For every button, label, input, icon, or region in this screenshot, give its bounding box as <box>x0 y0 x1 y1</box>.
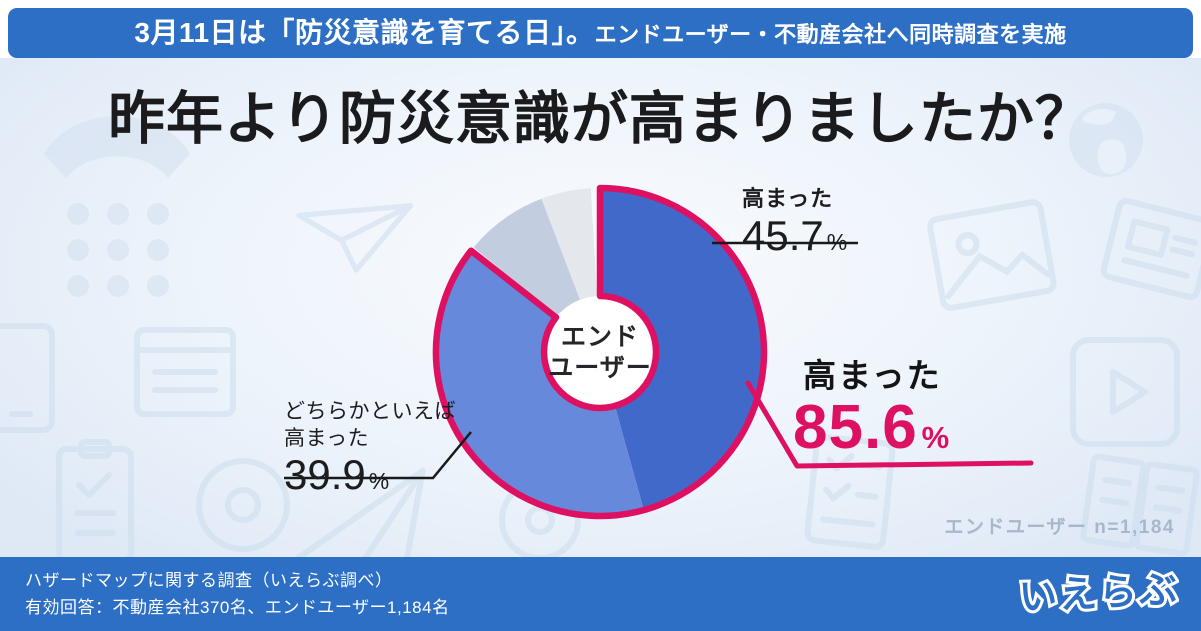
pie-segment-3 <box>541 188 597 300</box>
label-dochiraka-39-value: 39.9% <box>284 450 390 498</box>
donut-hole <box>542 294 658 410</box>
bg-browser-icon <box>134 327 236 417</box>
percent-sign: % <box>368 467 390 494</box>
percent-sign: % <box>826 229 848 255</box>
banner-main-text: 3月11日は「防災意識を育てる日」。 <box>134 17 595 48</box>
banner-sub-text: エンドユーザー・不動産会社へ同時調査を実施 <box>594 22 1067 47</box>
footer-line1: ハザードマップに関する調査（いえらぶ調べ） <box>25 570 393 590</box>
bg-phone-icon <box>44 116 190 297</box>
sample-size-note: エンドユーザー n=1,184 <box>944 517 1175 538</box>
ielove-logo-text: いえらぶ <box>1019 569 1179 619</box>
ielove-logo: いえらぶ <box>1019 566 1179 622</box>
label-takamatta-45-value: 45.7% <box>742 212 848 259</box>
percent-sign: % <box>921 420 951 455</box>
label-highlight-85: 高まった 85.6% <box>793 349 950 459</box>
donut-center-label: エンド ユーザー <box>548 323 652 382</box>
footer-line2: 有効回答：不動産会社370名、エンドユーザー1,184名 <box>25 598 450 617</box>
label-takamatta-45-name: 高まった <box>742 186 834 211</box>
pie-segments-group <box>432 184 768 520</box>
pie-segment-2 <box>473 198 580 317</box>
leader-line-39 <box>284 431 472 480</box>
footer-source-text: ハザードマップに関する調査（いえらぶ調べ） 有効回答：不動産会社370名、エンド… <box>25 567 450 621</box>
top-banner: 3月11日は「防災意識を育てる日」。 エンドユーザー・不動産会社へ同時調査を実施 <box>8 8 1193 58</box>
pie-segment-1 <box>435 250 644 517</box>
bg-globe-icon <box>1069 103 1143 177</box>
footer-bar: ハザードマップに関する調査（いえらぶ調べ） 有効回答：不動産会社370名、エンド… <box>0 557 1201 631</box>
label-dochiraka-39-name: どちらかといえば 高まった <box>284 400 456 450</box>
leader-line-85 <box>745 380 1034 469</box>
bg-play-video-icon <box>1070 337 1180 447</box>
bg-aperture-icon <box>196 458 290 552</box>
bg-document-icon <box>1100 198 1201 300</box>
bg-paper-plane-small-icon <box>296 203 414 273</box>
bg-photo-icon <box>927 199 1057 311</box>
label-highlight-85-name: 高まった <box>803 357 942 394</box>
label-highlight-85-value: 85.6% <box>793 393 951 462</box>
pie-segment-0 <box>600 187 765 511</box>
label-dochiraka-39: どちらかといえば 高まった 39.9% <box>284 399 456 497</box>
page-title: 昨年より防災意識が高まりましたか？ <box>108 87 1093 151</box>
label-takamatta-45: 高まった 45.7% <box>742 181 847 258</box>
highlight-outline <box>432 184 768 520</box>
bg-tablet-icon <box>0 323 55 433</box>
bg-book-icon <box>1080 453 1200 557</box>
